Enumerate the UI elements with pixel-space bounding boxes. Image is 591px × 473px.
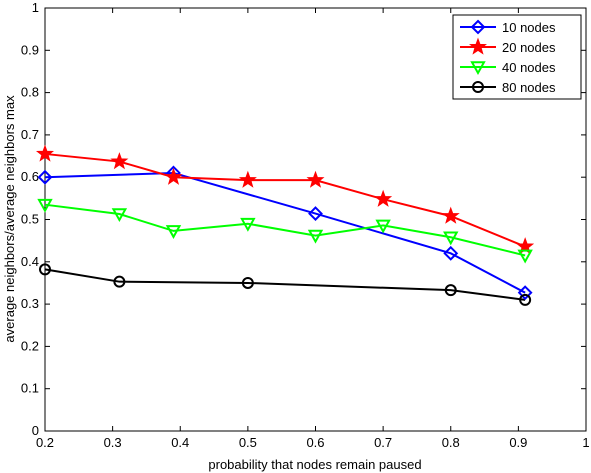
series-line-80-nodes	[44, 268, 526, 301]
y-axis-label: average neighbors/average neighbors max	[2, 95, 17, 343]
x-axis-label: probability that nodes remain paused	[208, 457, 421, 472]
star-marker	[306, 170, 325, 188]
star-marker	[374, 189, 393, 207]
triangle-marker	[443, 231, 459, 246]
y-tick-label: 0.7	[21, 127, 39, 142]
y-tick-label: 0.3	[21, 296, 39, 311]
y-tick-label: 0.6	[21, 169, 39, 184]
star-marker	[164, 167, 183, 185]
triangle-marker	[517, 249, 533, 264]
x-tick-label: 0.7	[374, 435, 392, 450]
y-tick-label: 0.1	[21, 381, 39, 396]
axis-ticks: 0.2 0.3 0.4 0.5 0.6 0.7 0.8 0.9 1 0 0.1 0.2 0.3 0.4 0.…	[21, 0, 590, 450]
circle-marker	[444, 284, 457, 297]
y-tick-label: 0.9	[21, 42, 39, 57]
triangle-marker	[307, 229, 324, 244]
legend: 10 nodes 20 nodes 40 nodes 80 nodes	[452, 14, 582, 100]
star-marker	[110, 152, 129, 170]
legend-entry-label: 40 nodes	[502, 60, 556, 75]
x-tick-label: 0.8	[442, 435, 460, 450]
y-tick-label: 0	[32, 423, 39, 438]
triangle-marker	[470, 61, 486, 76]
series-line-40-nodes	[44, 203, 526, 257]
series-line-20-nodes	[44, 152, 526, 248]
legend-entry-label: 10 nodes	[502, 20, 556, 35]
x-tick-label: 0.4	[171, 435, 189, 450]
circle-marker	[472, 81, 484, 93]
y-tick-label: 0.8	[21, 85, 39, 100]
x-tick-label: 0.3	[104, 435, 122, 450]
circle-marker	[241, 276, 254, 289]
diamond-marker	[443, 245, 459, 261]
legend-entry-label: 80 nodes	[502, 80, 556, 95]
x-tick-label: 0.6	[306, 435, 324, 450]
series-line-10-nodes	[44, 171, 526, 294]
star-marker	[441, 206, 460, 224]
x-tick-label: 0.5	[239, 435, 257, 450]
x-tick-label: 1	[582, 435, 589, 450]
diamond-marker	[470, 19, 486, 35]
triangle-marker	[375, 219, 391, 234]
diamond-marker	[37, 169, 53, 185]
x-tick-label: 0.9	[509, 435, 527, 450]
y-tick-label: 0.2	[21, 338, 39, 353]
x-tick-label: 0.2	[36, 435, 54, 450]
y-tick-label: 0.4	[21, 254, 39, 269]
diamond-marker	[308, 206, 323, 221]
legend-entry-label: 20 nodes	[502, 40, 556, 55]
y-tick-label: 1	[32, 0, 39, 15]
circle-marker	[39, 263, 51, 276]
circle-marker	[113, 275, 126, 288]
triangle-marker	[37, 198, 53, 213]
series-markers	[35, 144, 535, 306]
triangle-marker	[111, 208, 128, 223]
triangle-marker	[240, 217, 256, 232]
y-tick-label: 0.5	[21, 212, 39, 227]
star-marker	[468, 37, 488, 55]
circle-marker	[519, 293, 532, 306]
diamond-marker	[517, 285, 533, 301]
triangle-marker	[165, 225, 182, 239]
series-lines	[44, 152, 526, 301]
star-marker	[35, 144, 55, 162]
star-marker	[238, 170, 257, 188]
